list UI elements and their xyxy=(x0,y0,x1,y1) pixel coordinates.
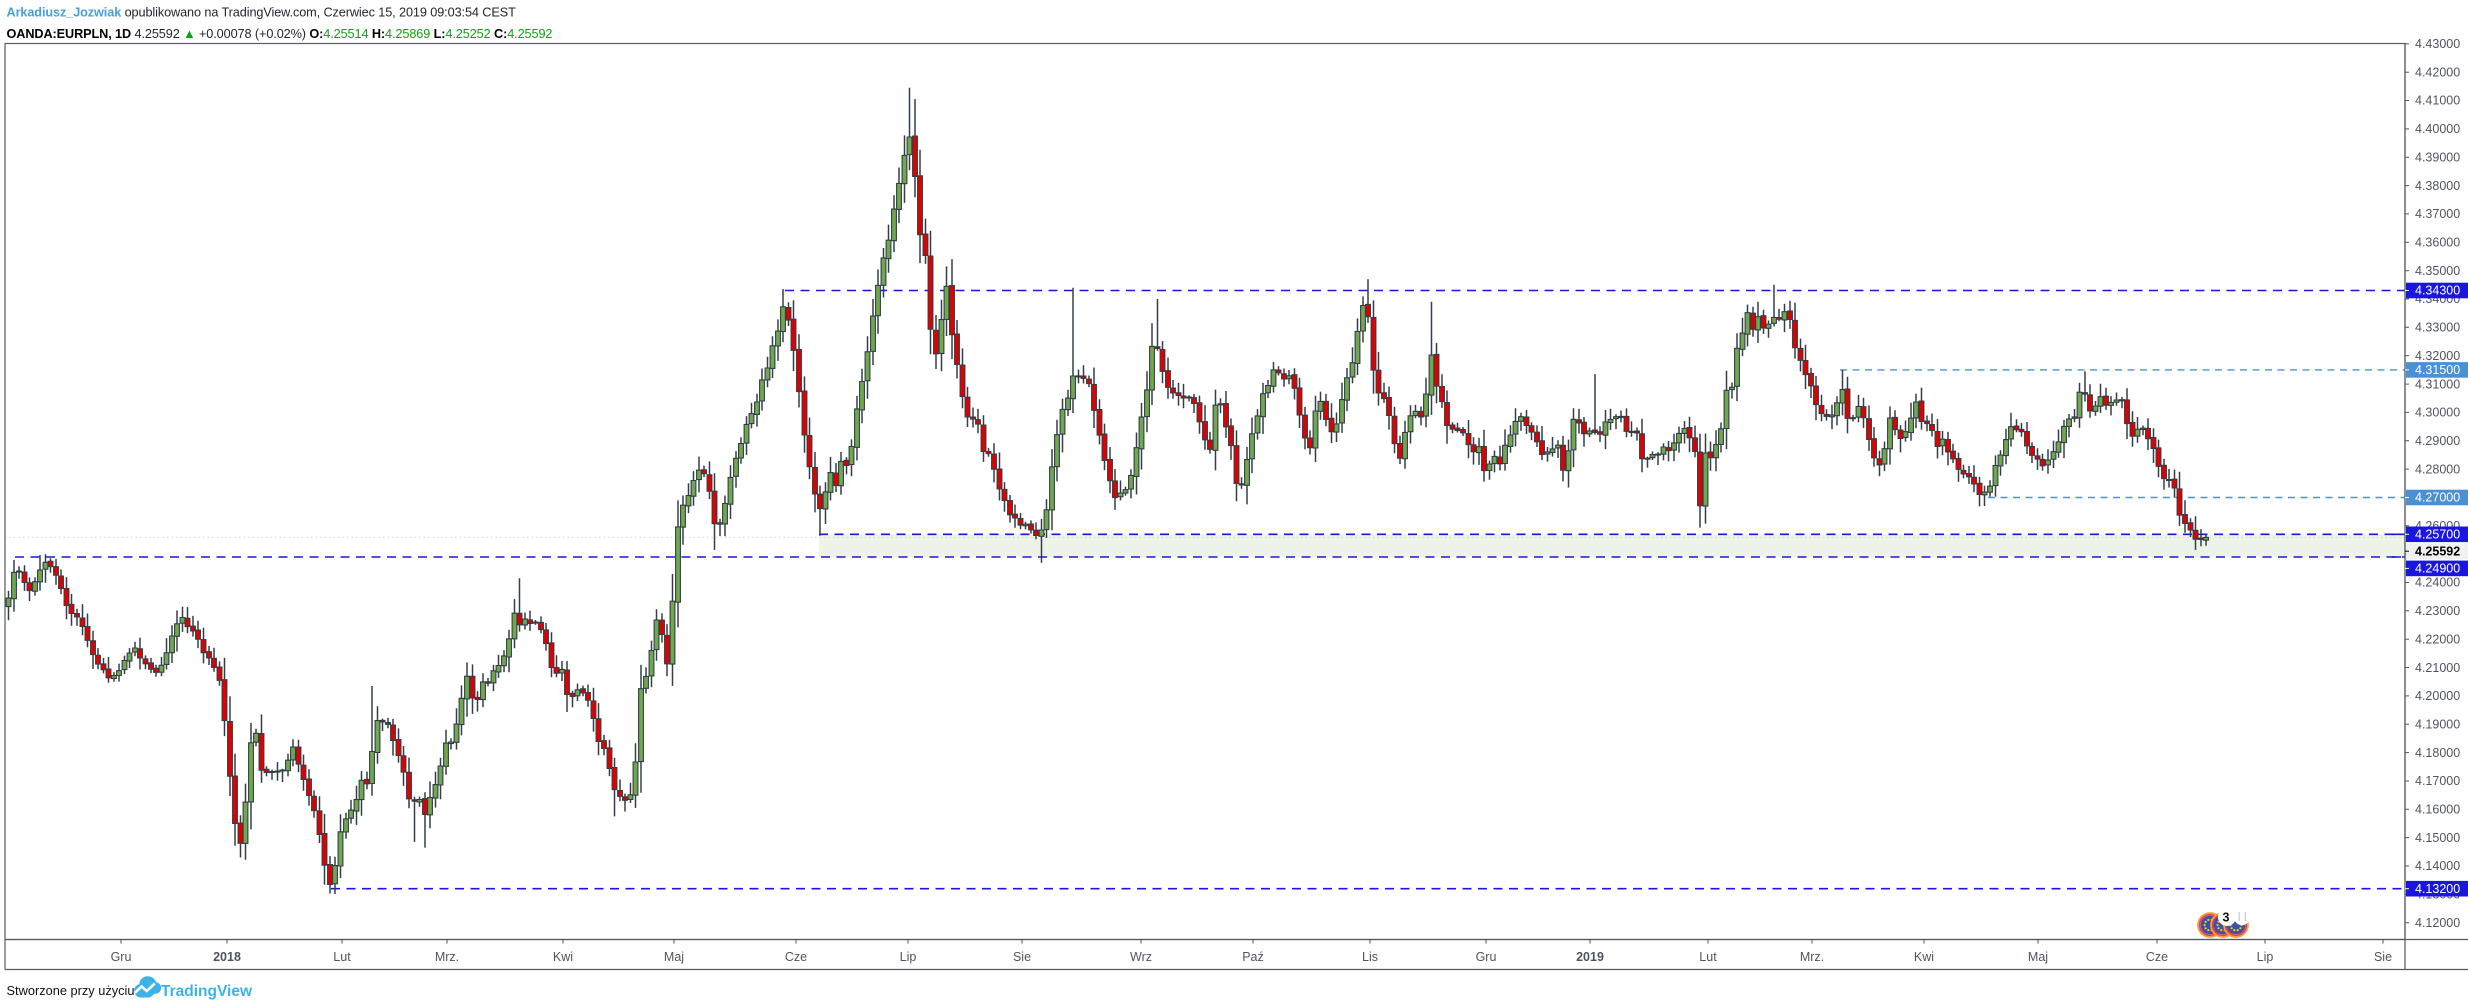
svg-text:4.37000: 4.37000 xyxy=(2415,207,2460,221)
svg-text:4.38000: 4.38000 xyxy=(2415,179,2460,193)
svg-text:Gru: Gru xyxy=(1476,950,1497,964)
svg-text:Mrz.: Mrz. xyxy=(435,950,459,964)
svg-text:4.36000: 4.36000 xyxy=(2415,236,2460,250)
svg-text:Lip: Lip xyxy=(2257,950,2274,964)
svg-text:4.33000: 4.33000 xyxy=(2415,321,2460,335)
svg-text:4.28000: 4.28000 xyxy=(2415,462,2460,476)
svg-text:4.31500: 4.31500 xyxy=(2415,363,2460,377)
svg-text:Sie: Sie xyxy=(2374,950,2392,964)
svg-text:4.24900: 4.24900 xyxy=(2415,562,2460,576)
svg-text:4.25700: 4.25700 xyxy=(2415,528,2460,542)
svg-text:Cze: Cze xyxy=(785,950,807,964)
svg-text:4.35000: 4.35000 xyxy=(2415,264,2460,278)
svg-text:4.29000: 4.29000 xyxy=(2415,434,2460,448)
svg-text:4.14000: 4.14000 xyxy=(2415,859,2460,873)
svg-text:TradingView: TradingView xyxy=(161,983,253,1000)
svg-text:Maj: Maj xyxy=(664,950,684,964)
svg-text:4.40000: 4.40000 xyxy=(2415,122,2460,136)
svg-text:Wrz: Wrz xyxy=(1130,950,1152,964)
svg-text:2019: 2019 xyxy=(1576,950,1604,964)
svg-text:Arkadiusz_Jozwiak opublikowano: Arkadiusz_Jozwiak opublikowano na Tradin… xyxy=(7,6,517,20)
svg-text:Sie: Sie xyxy=(1013,950,1031,964)
svg-text:Stworzone przy użyciu: Stworzone przy użyciu xyxy=(7,983,135,998)
svg-text:Lip: Lip xyxy=(900,950,917,964)
svg-text:2018: 2018 xyxy=(213,950,241,964)
svg-text:4.16000: 4.16000 xyxy=(2415,803,2460,817)
svg-text:OANDA:EURPLN, 1D 4.25592 ▲ +0: OANDA:EURPLN, 1D 4.25592 ▲ +0.00078 (+0.… xyxy=(7,27,553,41)
svg-text:4.30000: 4.30000 xyxy=(2415,406,2460,420)
svg-text:4.17000: 4.17000 xyxy=(2415,774,2460,788)
svg-text:4.42000: 4.42000 xyxy=(2415,65,2460,79)
svg-text:4.19000: 4.19000 xyxy=(2415,717,2460,731)
svg-text:4.32000: 4.32000 xyxy=(2415,349,2460,363)
svg-text:4.18000: 4.18000 xyxy=(2415,746,2460,760)
svg-text:4.21000: 4.21000 xyxy=(2415,661,2460,675)
svg-text:Lut: Lut xyxy=(1699,950,1717,964)
svg-text:3: 3 xyxy=(2223,911,2230,925)
svg-text:4.12000: 4.12000 xyxy=(2415,916,2460,930)
svg-text:4.20000: 4.20000 xyxy=(2415,689,2460,703)
svg-text:4.25592: 4.25592 xyxy=(2415,544,2460,558)
svg-text:4.27000: 4.27000 xyxy=(2415,491,2460,505)
svg-text:Kwi: Kwi xyxy=(1914,950,1934,964)
svg-text:4.41000: 4.41000 xyxy=(2415,94,2460,108)
svg-text:4.34300: 4.34300 xyxy=(2415,284,2460,298)
svg-text:4.15000: 4.15000 xyxy=(2415,831,2460,845)
svg-text:4.23000: 4.23000 xyxy=(2415,604,2460,618)
svg-text:4.43000: 4.43000 xyxy=(2415,37,2460,51)
svg-text:Gru: Gru xyxy=(111,950,132,964)
svg-text:Paź: Paź xyxy=(1242,950,1264,964)
svg-text:Cze: Cze xyxy=(2146,950,2168,964)
svg-text:4.22000: 4.22000 xyxy=(2415,632,2460,646)
svg-text:4.39000: 4.39000 xyxy=(2415,151,2460,165)
svg-text:4.24000: 4.24000 xyxy=(2415,576,2460,590)
svg-text:Lis: Lis xyxy=(1362,950,1378,964)
svg-text:4.13200: 4.13200 xyxy=(2415,882,2460,896)
svg-text:4.31000: 4.31000 xyxy=(2415,377,2460,391)
svg-text:Lut: Lut xyxy=(333,950,351,964)
svg-text:Kwi: Kwi xyxy=(553,950,573,964)
svg-text:Mrz.: Mrz. xyxy=(1800,950,1824,964)
svg-text:Maj: Maj xyxy=(2028,950,2048,964)
